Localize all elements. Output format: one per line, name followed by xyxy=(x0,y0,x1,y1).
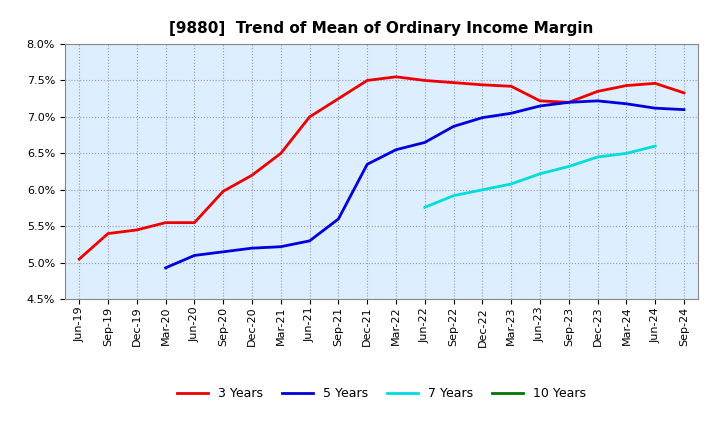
3 Years xyxy=(363,78,372,83)
3 Years xyxy=(104,231,112,236)
5 Years xyxy=(305,238,314,243)
Legend: 3 Years, 5 Years, 7 Years, 10 Years: 3 Years, 5 Years, 7 Years, 10 Years xyxy=(172,382,591,405)
7 Years xyxy=(564,164,573,169)
5 Years xyxy=(276,244,285,249)
3 Years xyxy=(593,89,602,94)
7 Years xyxy=(536,171,544,176)
3 Years xyxy=(305,114,314,120)
5 Years xyxy=(651,106,660,111)
Line: 3 Years: 3 Years xyxy=(79,77,684,259)
5 Years xyxy=(593,98,602,103)
5 Years xyxy=(420,140,429,145)
7 Years xyxy=(420,205,429,210)
3 Years xyxy=(478,82,487,88)
3 Years xyxy=(75,257,84,262)
3 Years xyxy=(536,98,544,103)
3 Years xyxy=(651,81,660,86)
5 Years xyxy=(507,110,516,116)
3 Years xyxy=(190,220,199,225)
3 Years xyxy=(392,74,400,80)
5 Years xyxy=(190,253,199,258)
5 Years xyxy=(161,265,170,271)
Line: 5 Years: 5 Years xyxy=(166,101,684,268)
5 Years xyxy=(622,101,631,106)
3 Years xyxy=(420,78,429,83)
5 Years xyxy=(219,249,228,254)
7 Years xyxy=(651,143,660,149)
5 Years xyxy=(363,161,372,167)
5 Years xyxy=(564,100,573,105)
Line: 7 Years: 7 Years xyxy=(425,146,655,207)
3 Years xyxy=(248,172,256,178)
5 Years xyxy=(680,107,688,112)
3 Years xyxy=(334,96,343,101)
3 Years xyxy=(449,80,458,85)
3 Years xyxy=(161,220,170,225)
7 Years xyxy=(593,154,602,160)
7 Years xyxy=(507,181,516,187)
5 Years xyxy=(248,246,256,251)
3 Years xyxy=(132,227,141,233)
5 Years xyxy=(478,115,487,120)
7 Years xyxy=(478,187,487,192)
3 Years xyxy=(219,189,228,194)
5 Years xyxy=(334,216,343,222)
3 Years xyxy=(622,83,631,88)
7 Years xyxy=(622,151,631,156)
5 Years xyxy=(536,103,544,109)
3 Years xyxy=(564,100,573,105)
7 Years xyxy=(449,193,458,198)
5 Years xyxy=(392,147,400,152)
5 Years xyxy=(449,124,458,129)
Title: [9880]  Trend of Mean of Ordinary Income Margin: [9880] Trend of Mean of Ordinary Income … xyxy=(169,21,594,36)
3 Years xyxy=(276,151,285,156)
3 Years xyxy=(507,84,516,89)
3 Years xyxy=(680,90,688,95)
